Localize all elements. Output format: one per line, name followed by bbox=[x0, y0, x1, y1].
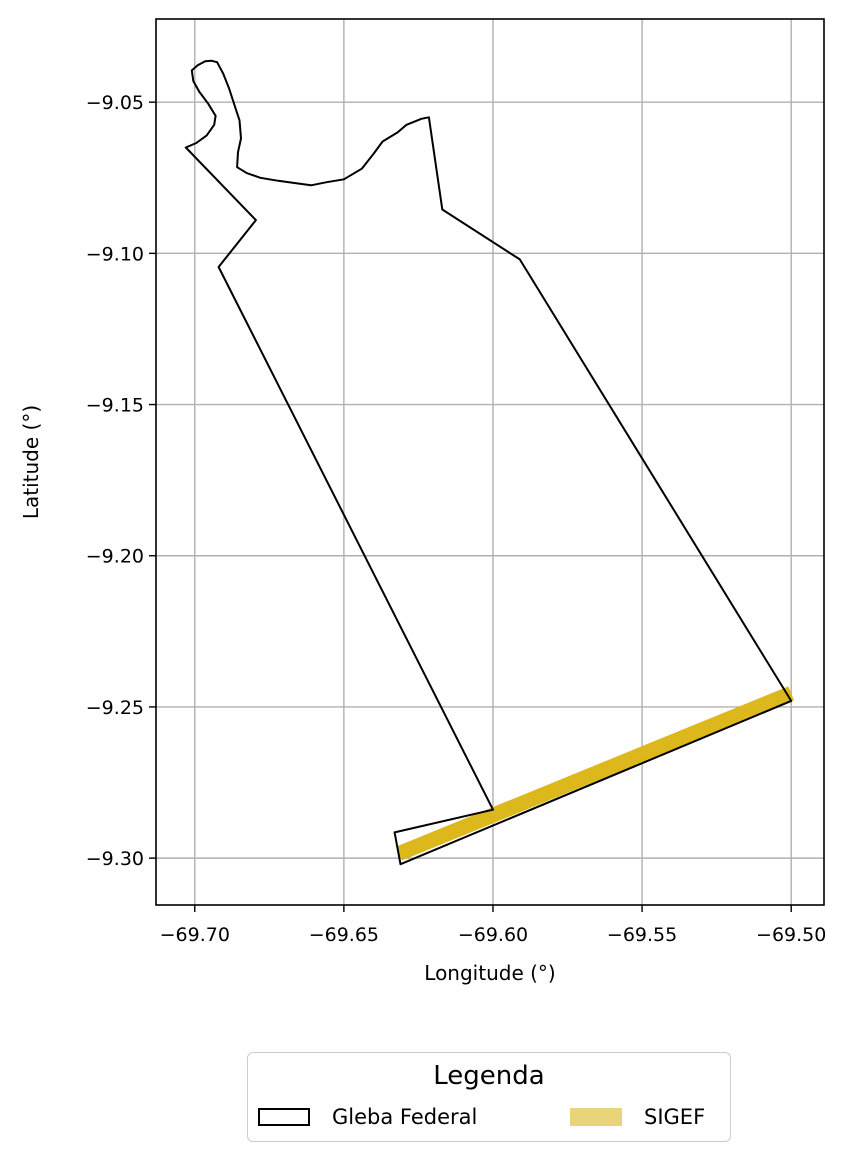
y-tick-label: −9.15 bbox=[86, 395, 144, 417]
y-tick-label: −9.20 bbox=[86, 546, 144, 568]
axes-frame bbox=[155, 18, 825, 906]
x-tick-label: −69.70 bbox=[160, 924, 230, 946]
legend-swatch-gleba-federal bbox=[258, 1108, 310, 1126]
legend-label-sigef: SIGEF bbox=[644, 1105, 706, 1129]
gleba-federal-boundary bbox=[184, 59, 793, 866]
grid-lines bbox=[156, 19, 824, 905]
x-tick-label: −69.60 bbox=[458, 924, 528, 946]
x-axis-label: Longitude (°) bbox=[424, 961, 555, 985]
legend-entry-sigef: SIGEF bbox=[570, 1105, 705, 1129]
y-tick-label: −9.30 bbox=[86, 848, 144, 870]
legend-title: Legenda bbox=[433, 1061, 545, 1091]
legend: Legenda Gleba Federal SIGEF bbox=[247, 1052, 731, 1142]
y-tick-label: −9.10 bbox=[86, 243, 144, 265]
axis-ticks: −69.70 −69.65 −69.60 −69.55 −69.50 −9.05 −9.10… bbox=[86, 92, 827, 946]
y-axis-label: Latitude (°) bbox=[19, 405, 43, 519]
map-features bbox=[184, 59, 795, 866]
x-tick-label: −69.55 bbox=[607, 924, 677, 946]
x-tick-label: −69.65 bbox=[309, 924, 379, 946]
legend-label-gleba-federal: Gleba Federal bbox=[332, 1105, 478, 1129]
y-tick-label: −9.25 bbox=[86, 697, 144, 719]
y-tick-label: −9.05 bbox=[86, 92, 144, 114]
sigef-parcel bbox=[396, 686, 795, 861]
legend-swatch-sigef bbox=[570, 1108, 622, 1126]
map-plot: −69.70 −69.65 −69.60 −69.55 −69.50 −9.05 −9.10… bbox=[19, 18, 827, 985]
legend-entry-gleba-federal: Gleba Federal bbox=[258, 1105, 477, 1129]
x-tick-label: −69.50 bbox=[756, 924, 826, 946]
